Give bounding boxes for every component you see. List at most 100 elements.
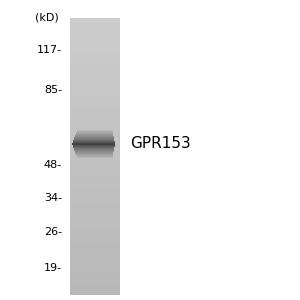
Bar [70, 169, 120, 171]
Bar [70, 266, 120, 267]
Bar [70, 46, 120, 47]
Bar [70, 33, 120, 35]
Bar [70, 88, 120, 90]
Bar [70, 50, 120, 51]
Bar [70, 249, 120, 251]
Bar [70, 221, 120, 223]
Bar [70, 103, 120, 105]
Bar [70, 37, 120, 38]
Bar [70, 34, 120, 37]
Bar [70, 286, 120, 288]
Bar [70, 92, 120, 94]
Bar [70, 260, 120, 262]
Bar [70, 134, 120, 136]
Bar [70, 243, 120, 245]
Text: 48-: 48- [44, 160, 62, 170]
Bar [70, 238, 120, 240]
Bar [70, 210, 120, 212]
Bar [70, 81, 120, 82]
Bar [70, 112, 120, 114]
Bar [70, 277, 120, 278]
Bar [70, 155, 120, 157]
Bar [70, 70, 120, 72]
Bar [70, 186, 120, 188]
Bar [70, 114, 120, 116]
Bar [70, 22, 120, 23]
Bar [70, 20, 120, 22]
Bar [70, 182, 120, 184]
Bar [70, 218, 120, 219]
Bar [70, 253, 120, 254]
Bar [70, 129, 120, 130]
Bar [70, 194, 120, 195]
Bar [70, 77, 120, 79]
Bar [70, 254, 120, 256]
Bar [70, 62, 120, 64]
Bar [70, 290, 120, 291]
Bar [70, 264, 120, 266]
Bar [70, 293, 120, 295]
Bar [70, 171, 120, 173]
Bar [70, 38, 120, 40]
Bar [70, 158, 120, 160]
Bar [70, 106, 120, 109]
Bar [70, 142, 120, 144]
Bar [70, 94, 120, 96]
Bar [70, 27, 120, 29]
Bar [70, 199, 120, 201]
Bar [70, 214, 120, 216]
Bar [70, 240, 120, 242]
Bar [70, 79, 120, 81]
Bar [70, 271, 120, 273]
Bar [70, 116, 120, 118]
Bar [70, 177, 120, 179]
Bar [70, 31, 120, 33]
Bar [70, 68, 120, 70]
Text: 26-: 26- [44, 227, 62, 237]
Bar [70, 275, 120, 277]
Bar [70, 147, 120, 149]
Bar [70, 205, 120, 206]
Bar [70, 166, 120, 168]
Bar [70, 184, 120, 186]
Bar [70, 51, 120, 53]
Bar [70, 236, 120, 238]
Bar [70, 23, 120, 26]
Bar [70, 133, 120, 134]
Bar [70, 229, 120, 230]
Bar [70, 140, 120, 142]
Bar [70, 212, 120, 214]
Bar [70, 225, 120, 227]
Bar [70, 120, 120, 122]
Bar [70, 109, 120, 110]
Bar [70, 242, 120, 243]
Bar [70, 40, 120, 42]
Bar [70, 251, 120, 253]
Bar [70, 90, 120, 92]
Bar [70, 160, 120, 162]
Bar [70, 269, 120, 271]
Bar [70, 208, 120, 210]
Bar [70, 181, 120, 182]
Bar [70, 138, 120, 140]
Bar [70, 247, 120, 249]
Bar [70, 164, 120, 166]
Bar [70, 273, 120, 275]
Bar [70, 86, 120, 88]
Bar [70, 130, 120, 133]
Bar [70, 72, 120, 74]
Bar [70, 53, 120, 55]
Bar [70, 99, 120, 101]
Bar [70, 201, 120, 203]
Bar [70, 284, 120, 286]
Bar [70, 123, 120, 125]
Bar [70, 98, 120, 99]
Bar [70, 157, 120, 158]
Bar [70, 153, 120, 155]
Bar [70, 149, 120, 151]
Bar [70, 75, 120, 77]
Bar [70, 64, 120, 66]
Bar [70, 96, 120, 98]
Text: 19-: 19- [44, 263, 62, 273]
Text: (kD): (kD) [35, 12, 59, 22]
